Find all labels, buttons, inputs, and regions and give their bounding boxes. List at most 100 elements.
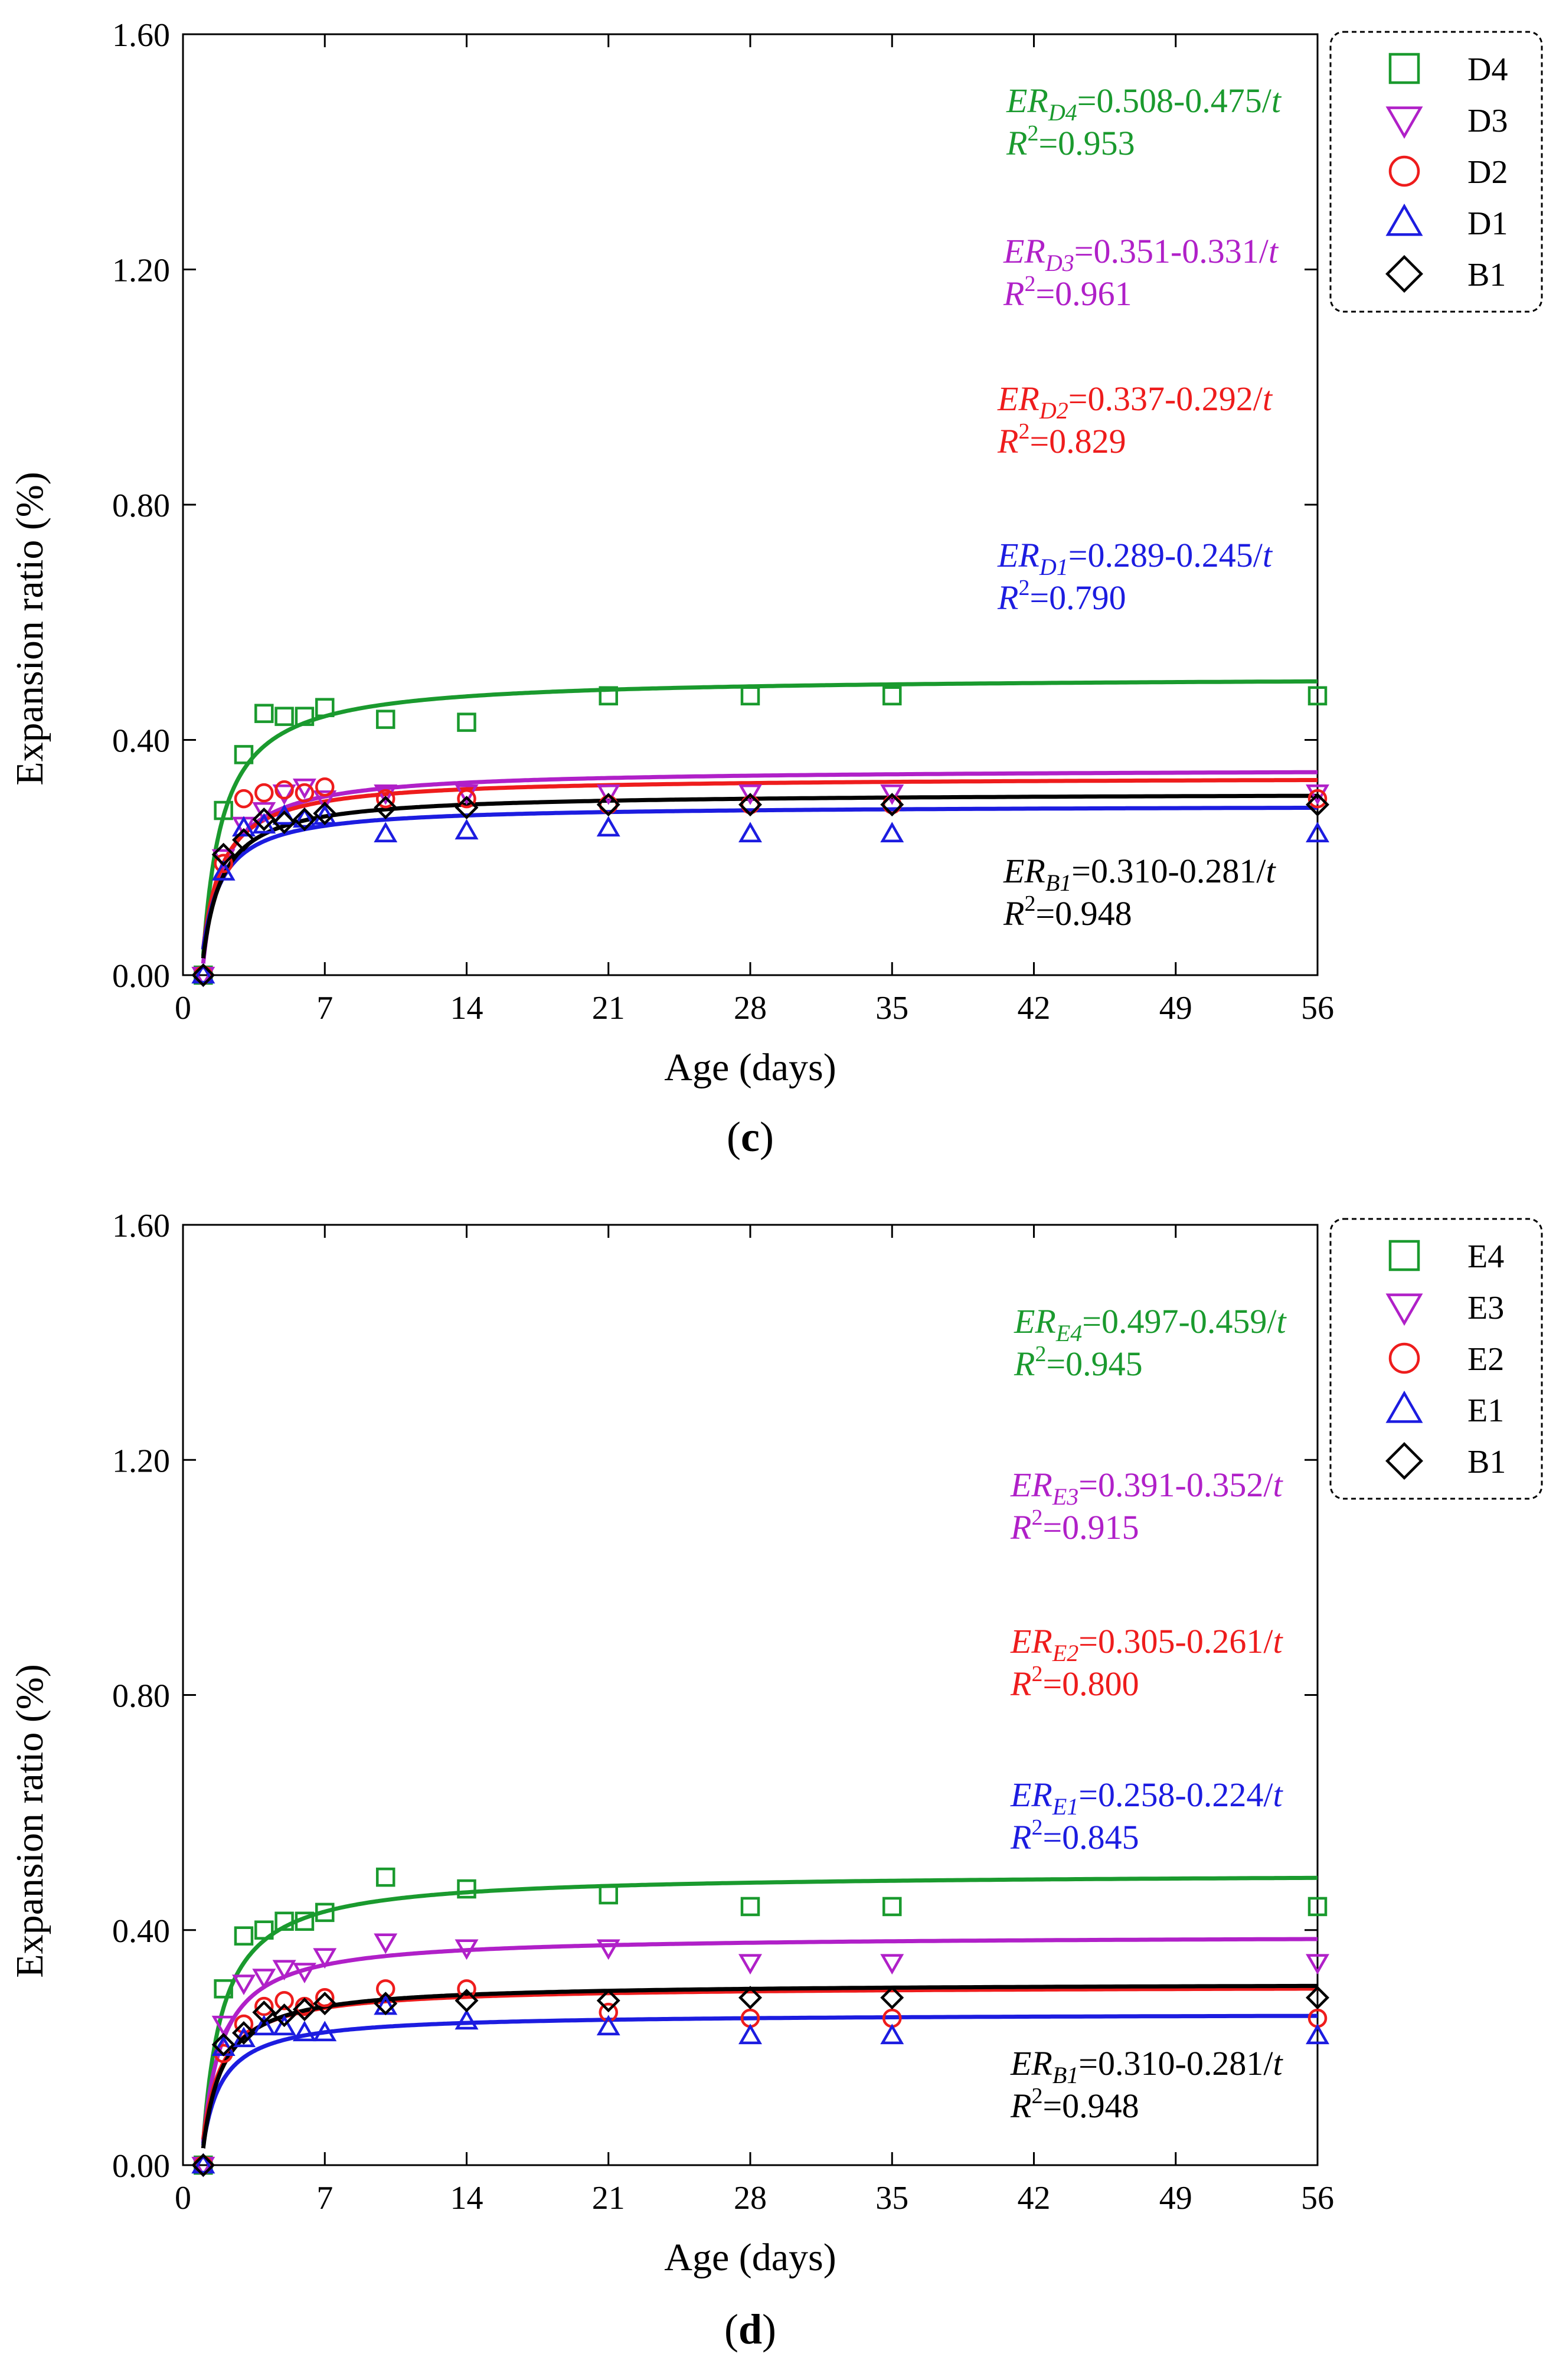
fit-equation-d2: ERD2=0.337-0.292/t <box>997 380 1273 424</box>
legend-label-d3: D3 <box>1467 103 1508 139</box>
fit-r2-e1: R2=0.845 <box>1010 1815 1139 1856</box>
data-point-e3 <box>738 1954 762 1975</box>
data-point-e2 <box>254 1996 274 2016</box>
y-axis-title: Expansion ratio (%) <box>8 472 51 786</box>
x-axis-title: Age (days) <box>664 1046 836 1089</box>
data-point-b1 <box>272 810 296 834</box>
fit-equation-d3: ERD3=0.351-0.331/t <box>1003 232 1279 276</box>
data-point-b1 <box>455 796 479 820</box>
data-point-d2 <box>254 783 274 803</box>
data-point-d2 <box>295 783 315 803</box>
x-tick-label: 49 <box>1159 990 1192 1026</box>
data-point-e2 <box>274 1990 294 2010</box>
panel-label: (c) <box>727 1113 774 1160</box>
data-point-b1 <box>231 828 256 852</box>
fit-r2-b1: R2=0.948 <box>1003 891 1132 933</box>
data-point-d3 <box>313 790 337 811</box>
legend-label-b1: B1 <box>1467 257 1506 293</box>
x-tick-label: 7 <box>316 990 333 1026</box>
data-point-e4 <box>315 1902 335 1923</box>
data-point-e4 <box>599 1885 618 1905</box>
y-tick-label: 0.40 <box>112 1913 170 1950</box>
data-point-e3 <box>211 2015 236 2036</box>
fit-r2-d2: R2=0.829 <box>997 419 1126 460</box>
y-tick-label: 1.20 <box>112 253 170 289</box>
x-tick-label: 14 <box>450 2180 483 2216</box>
data-point-e1 <box>738 2023 762 2045</box>
x-tick-label: 0 <box>175 2180 191 2216</box>
data-point-d3 <box>455 784 479 805</box>
data-point-e4 <box>234 1926 254 1946</box>
data-point-e3 <box>231 1974 256 1995</box>
data-point-d4 <box>740 686 760 706</box>
x-tick-label: 49 <box>1159 2180 1192 2216</box>
panel-label: (d) <box>724 2306 776 2353</box>
data-point-d2 <box>214 854 233 873</box>
legend-box <box>1329 1218 1543 1500</box>
fit-equation-e4: ERE4=0.497-0.459/t <box>1014 1302 1287 1346</box>
data-point-b1 <box>252 808 276 831</box>
data-point-d1 <box>455 819 479 840</box>
x-tick-label: 42 <box>1018 990 1051 1026</box>
data-point-d1 <box>191 963 215 984</box>
x-tick-label: 28 <box>734 2180 767 2216</box>
data-point-b1 <box>292 808 316 831</box>
fit-equation-e3: ERE3=0.391-0.352/t <box>1010 1466 1283 1510</box>
data-point-d1 <box>880 822 904 843</box>
x-tick-label: 0 <box>175 990 191 1026</box>
legend-marker-d4 <box>1388 53 1420 84</box>
x-tick-label: 56 <box>1301 990 1334 1026</box>
data-point-d4 <box>457 712 476 732</box>
data-point-d3 <box>272 784 296 805</box>
data-point-e3 <box>455 1939 479 1960</box>
y-tick-label: 1.60 <box>112 1208 170 1244</box>
data-point-d3 <box>880 784 904 805</box>
data-point-e2 <box>599 2002 618 2022</box>
legend-box <box>1329 31 1543 313</box>
legend-label-e3: E3 <box>1467 1290 1504 1326</box>
data-point-e3 <box>880 1954 904 1975</box>
fit-curve-d2 <box>201 778 1318 950</box>
data-point-d1 <box>596 816 620 837</box>
data-point-b1 <box>738 1986 762 2010</box>
data-point-d4 <box>882 686 902 706</box>
fit-r2-e4: R2=0.945 <box>1014 1342 1143 1383</box>
fit-equation-b1: ERB1=0.310-0.281/t <box>1003 852 1276 896</box>
data-point-e1 <box>292 2021 316 2042</box>
y-tick-label: 0.00 <box>112 2148 170 2185</box>
fit-r2-d3: R2=0.961 <box>1003 272 1132 313</box>
data-point-e4 <box>214 1979 233 1999</box>
data-point-e4 <box>254 1920 274 1940</box>
data-point-d3 <box>292 779 316 799</box>
data-point-b1 <box>252 2000 276 2025</box>
legend-label-e2: E2 <box>1467 1341 1504 1378</box>
x-tick-label: 42 <box>1018 2180 1051 2216</box>
data-point-d4 <box>315 698 335 717</box>
data-point-e2 <box>234 2014 254 2034</box>
data-point-d2 <box>375 789 395 809</box>
data-point-d4 <box>214 800 233 820</box>
data-point-e1 <box>455 2009 479 2030</box>
data-point-e2 <box>457 1979 476 1999</box>
fit-r2-b1: R2=0.948 <box>1010 2084 1139 2125</box>
data-point-b1 <box>191 963 215 987</box>
data-point-d1 <box>231 816 256 837</box>
data-point-e2 <box>315 1987 335 2008</box>
legend-label-e4: E4 <box>1467 1238 1504 1275</box>
fit-curve-e4 <box>201 1875 1318 2143</box>
data-point-d3 <box>1306 784 1329 805</box>
data-point-b1 <box>1306 1986 1329 2010</box>
legend-marker-d2 <box>1388 155 1420 187</box>
data-point-e1 <box>191 2153 215 2174</box>
data-point-d3 <box>252 802 276 823</box>
legend-label-d2: D2 <box>1467 154 1508 191</box>
legend-marker-e4 <box>1388 1240 1420 1271</box>
y-tick-label: 0.40 <box>112 723 170 760</box>
data-point-d1 <box>292 807 316 828</box>
data-point-b1 <box>374 796 398 820</box>
data-point-d4 <box>254 704 274 723</box>
data-point-d1 <box>211 860 236 881</box>
data-point-e3 <box>1306 1954 1329 1975</box>
data-point-e4 <box>457 1879 476 1899</box>
